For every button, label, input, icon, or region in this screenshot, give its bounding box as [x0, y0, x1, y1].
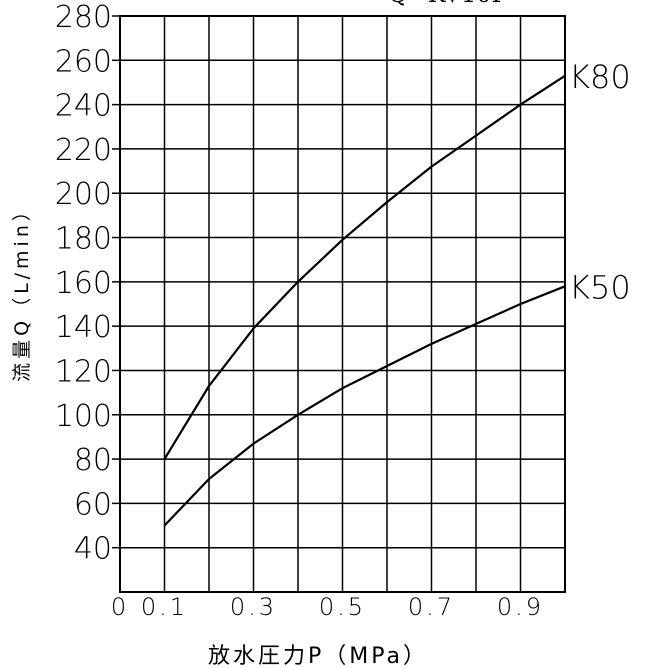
x-tick-label: 0.3 — [230, 593, 277, 621]
plot-frame — [119, 15, 566, 593]
y-tick-label: 100 — [55, 399, 112, 434]
y-tick-label: 280 — [55, 0, 112, 35]
y-tick-label: 40 — [74, 532, 112, 567]
y-tick-label: 220 — [55, 133, 112, 168]
series-label-k50: K50 — [569, 268, 631, 306]
y-axis-label: 流量Q（L/min） — [11, 198, 33, 382]
grid — [112, 15, 566, 593]
y-tick-label: 140 — [55, 310, 112, 345]
y-tick-label: 200 — [55, 177, 112, 212]
x-tick-label: 0.7 — [408, 593, 455, 621]
series-line-k50 — [163, 285, 566, 527]
y-tick-label: 120 — [55, 354, 112, 389]
x-tick-label: 0.9 — [497, 593, 544, 621]
series-layer: K80 K50 — [163, 58, 631, 527]
y-tick-label: 180 — [55, 222, 112, 257]
series-label-k80: K80 — [569, 58, 631, 96]
y-tick-label: 160 — [55, 266, 112, 301]
x-tick-label: 0 — [111, 593, 129, 621]
tick-labels: 40 60 80 100 120 140 160 180 200 220 240 260 280 0 0.1… — [55, 0, 544, 621]
x-axis-label: 放水圧力P（MPa） — [208, 644, 428, 668]
y-tick-label: 60 — [74, 487, 112, 522]
y-tick-label: 240 — [55, 89, 112, 124]
x-tick-label: 0.1 — [141, 593, 188, 621]
formula-annotation: Q=K√10P — [388, 0, 508, 8]
y-tick-label: 80 — [74, 443, 112, 478]
series-line-k80 — [163, 74, 566, 460]
x-tick-label: 0.5 — [319, 593, 366, 621]
y-tick-label: 260 — [55, 44, 112, 79]
